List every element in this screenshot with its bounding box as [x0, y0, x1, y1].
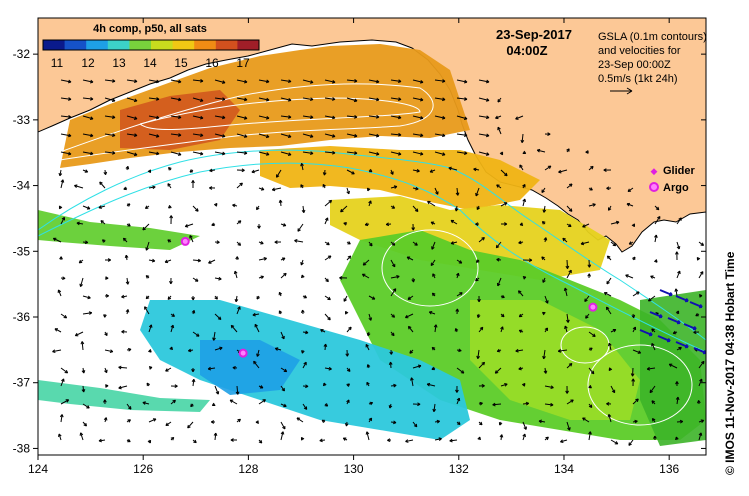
colorbar-swatch — [107, 40, 130, 50]
scale-arrow-icon — [610, 87, 633, 95]
sst-cyan-region — [140, 300, 470, 440]
legend: ◆ Glider Argo — [649, 165, 696, 194]
sst-hot-patch — [120, 90, 240, 150]
velocity-arrows — [52, 79, 705, 446]
argo-float-marker — [588, 302, 598, 312]
x-tick-label: 134 — [554, 462, 574, 476]
timestamp-time: 04:00Z — [506, 43, 547, 58]
strong-current-arrows — [639, 289, 706, 355]
y-tick-label: -38 — [13, 441, 31, 455]
colorbar-swatch — [215, 40, 238, 50]
bathymetry-lines — [38, 149, 706, 353]
colorbar-tick-label: 17 — [236, 56, 250, 70]
argo-marker-icon — [649, 182, 659, 192]
credit-text: © IMOS 11-Nov-2017 04:38 Hobart Time — [723, 251, 737, 475]
sst-west-green — [38, 210, 200, 250]
y-tick-label: -34 — [13, 179, 31, 193]
map-frame — [37, 17, 707, 456]
colorbar-tick-label: 12 — [81, 56, 95, 70]
argo-float-marker — [180, 236, 190, 246]
y-tick-label: -37 — [13, 376, 31, 390]
argo-float-marker — [238, 348, 248, 358]
sst-blue-region — [200, 340, 300, 395]
colorbar: 4h comp, p50, all sats 11 12 13 14 15 16 17 — [42, 23, 260, 70]
timestamp-date: 23-Sep-2017 — [496, 27, 572, 42]
glider-marker-icon: ◆ — [651, 167, 658, 177]
colorbar-tick-label: 14 — [143, 56, 157, 70]
y-tick-label: -36 — [13, 310, 31, 324]
colorbar-tick-label: 11 — [51, 56, 64, 70]
gsla-note-line2: and velocities for — [598, 45, 681, 57]
colorbar-swatch — [172, 40, 195, 50]
colorbar-swatches — [43, 40, 260, 50]
colorbar-swatch — [86, 40, 109, 50]
x-tick-label: 126 — [133, 462, 153, 476]
x-tick-label: 124 — [28, 462, 48, 476]
colorbar-ticks: 11 12 13 14 15 16 17 — [51, 56, 250, 70]
colorbar-swatch — [64, 40, 87, 50]
sst-yellow-band — [330, 196, 610, 280]
y-tick-label: -33 — [13, 113, 31, 127]
colorbar-tick-label: 15 — [174, 56, 188, 70]
colorbar-swatch — [43, 40, 66, 50]
gsla-contours — [59, 83, 693, 426]
x-tick-label: 132 — [449, 462, 469, 476]
colorbar-swatch — [194, 40, 217, 50]
sst-west-teal — [38, 380, 210, 412]
argo-markers — [180, 236, 598, 358]
colorbar-tick-label: 16 — [205, 56, 219, 70]
colorbar-swatch — [129, 40, 152, 50]
gsla-note-line3: 23-Sep 00:00Z — [598, 59, 671, 71]
legend-argo-label: Argo — [663, 182, 689, 194]
y-tick-label: -32 — [13, 47, 31, 61]
gsla-note-line4: 0.5m/s (1kt 24h) — [598, 73, 677, 85]
sst-east-green — [640, 290, 706, 446]
colorbar-swatch — [237, 40, 260, 50]
colorbar-title: 4h comp, p50, all sats — [93, 23, 207, 35]
x-tick-label: 136 — [659, 462, 679, 476]
x-tick-label: 130 — [344, 462, 364, 476]
x-axis: 124 126 128 130 132 134 136 — [28, 18, 680, 476]
colorbar-swatch — [151, 40, 174, 50]
legend-glider-label: Glider — [663, 165, 696, 177]
sst-amber-band — [260, 146, 540, 210]
colorbar-tick-label: 13 — [112, 56, 126, 70]
x-tick-label: 128 — [238, 462, 258, 476]
y-axis: -32 -33 -34 -35 -36 -37 -38 — [13, 47, 706, 455]
gsla-note-line1: GSLA (0.1m contours) — [598, 31, 707, 43]
y-tick-label: -35 — [13, 244, 31, 258]
